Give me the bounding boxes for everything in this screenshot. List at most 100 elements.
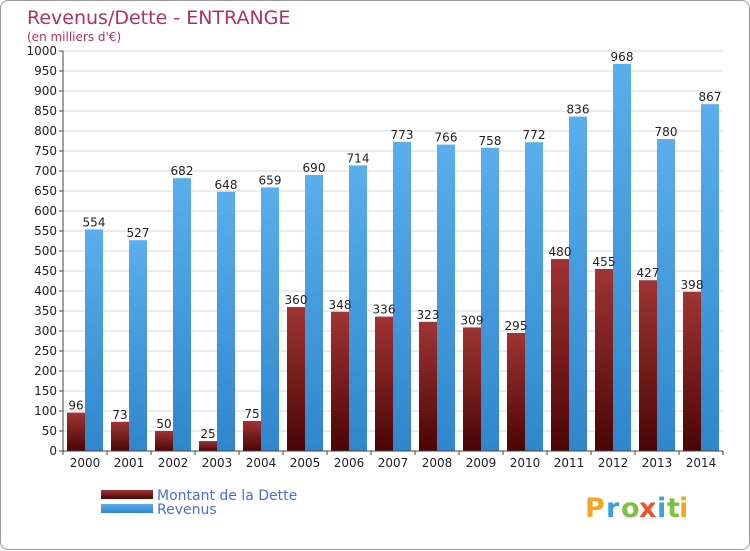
y-tick-label: 150 <box>34 384 57 398</box>
debt-value-label: 360 <box>285 293 308 307</box>
debt-bar <box>463 327 481 451</box>
revenue-value-label: 648 <box>215 178 238 192</box>
logo-letter: t <box>667 493 680 524</box>
debt-value-label: 96 <box>68 399 83 413</box>
revenue-value-label: 968 <box>611 50 634 64</box>
debt-value-label: 427 <box>637 266 660 280</box>
revenue-value-label: 714 <box>347 151 370 165</box>
x-axis-ticks: 2000 2001 2002 2003 2004 2005 2006 2007 2008 2009… <box>62 451 724 470</box>
x-tick-label: 2007 <box>378 456 409 470</box>
chart-subtitle: (en milliers d'€) <box>27 30 121 44</box>
y-tick-label: 700 <box>34 164 57 178</box>
y-tick-label: 850 <box>34 104 57 118</box>
revenue-value-label: 682 <box>171 164 194 178</box>
legend-label-debt: Montant de la Dette <box>157 488 297 504</box>
debt-value-label: 309 <box>461 313 484 327</box>
revenue-value-label: 836 <box>567 103 590 117</box>
legend: Montant de la Dette Revenus <box>101 488 297 518</box>
debt-bar <box>639 280 657 451</box>
logo-letter: r <box>606 493 620 524</box>
logo-letter: x <box>639 493 656 524</box>
debt-value-label: 73 <box>112 408 127 422</box>
revenue-bar <box>85 229 103 451</box>
x-tick-label: 2013 <box>642 456 673 470</box>
debt-value-label: 398 <box>681 278 704 292</box>
revenue-bar <box>437 144 455 451</box>
legend-swatch-debt <box>101 490 153 499</box>
debt-bar <box>287 307 305 451</box>
revenue-value-label: 758 <box>479 134 502 148</box>
debt-bar <box>683 291 701 451</box>
revenue-bar <box>481 147 499 452</box>
x-tick-label: 2009 <box>466 456 497 470</box>
logo-letter: i <box>679 493 688 524</box>
bars <box>67 63 719 452</box>
revenue-bar <box>393 141 411 452</box>
x-tick-label: 2001 <box>114 456 145 470</box>
debt-bar <box>595 269 613 451</box>
revenue-bar <box>129 240 147 451</box>
debt-value-label: 348 <box>329 298 352 312</box>
x-tick-label: 2003 <box>202 456 233 470</box>
x-tick-label: 2011 <box>554 456 585 470</box>
y-tick-label: 300 <box>34 324 57 338</box>
revenue-bar <box>173 178 191 451</box>
x-tick-label: 2014 <box>686 456 717 470</box>
y-tick-label: 250 <box>34 344 57 358</box>
logo-letter: o <box>621 493 640 524</box>
debt-bar <box>507 333 525 451</box>
revenue-value-label: 773 <box>391 128 414 142</box>
y-axis-ticks: 0 50 100 150 200 250 300 350 400 450 500 550 600 650 7… <box>26 44 63 458</box>
y-tick-label: 900 <box>34 84 57 98</box>
chart-title: Revenus/Dette - ENTRANGE <box>27 7 290 29</box>
revenue-bar <box>701 104 719 451</box>
debt-value-label: 75 <box>244 407 259 421</box>
debt-value-label: 323 <box>417 308 440 322</box>
debt-bar <box>375 316 393 451</box>
y-tick-label: 650 <box>34 184 57 198</box>
y-tick-label: 0 <box>49 444 57 458</box>
y-tick-label: 800 <box>34 124 57 138</box>
debt-bar <box>331 311 349 451</box>
x-tick-label: 2012 <box>598 456 629 470</box>
revenue-bar <box>613 63 631 452</box>
debt-bar <box>419 321 437 451</box>
x-tick-label: 2000 <box>70 456 101 470</box>
y-tick-label: 500 <box>34 244 57 258</box>
x-tick-label: 2008 <box>422 456 453 470</box>
revenue-bar <box>217 191 235 452</box>
debt-value-label: 50 <box>156 417 171 431</box>
y-tick-label: 1000 <box>26 44 57 58</box>
debt-value-label: 455 <box>593 255 616 269</box>
revenue-value-label: 527 <box>127 226 150 240</box>
revenue-value-label: 780 <box>655 125 678 139</box>
value-labels: 96 554 73 527 50 682 25 648 75 659 360 690 348 714 336… <box>68 50 721 441</box>
revenue-value-label: 554 <box>83 215 106 229</box>
x-tick-label: 2010 <box>510 456 541 470</box>
revenue-bar <box>305 175 323 451</box>
debt-bar <box>111 421 129 451</box>
logo-letter: P <box>585 493 605 524</box>
revenue-value-label: 690 <box>303 161 326 175</box>
y-tick-label: 600 <box>34 204 57 218</box>
y-tick-label: 450 <box>34 264 57 278</box>
revenue-value-label: 867 <box>699 90 722 104</box>
revenue-value-label: 772 <box>523 128 546 142</box>
revenue-value-label: 659 <box>259 173 282 187</box>
x-tick-label: 2002 <box>158 456 189 470</box>
y-tick-label: 200 <box>34 364 57 378</box>
debt-value-label: 25 <box>200 427 215 441</box>
revenue-value-label: 766 <box>435 131 458 145</box>
x-tick-label: 2006 <box>334 456 365 470</box>
legend-label-revenue: Revenus <box>157 502 217 518</box>
y-tick-label: 950 <box>34 64 57 78</box>
y-tick-label: 100 <box>34 404 57 418</box>
revenue-bar <box>525 142 543 451</box>
debt-value-label: 295 <box>505 319 528 333</box>
revenue-bar <box>657 139 675 451</box>
debt-value-label: 336 <box>373 303 396 317</box>
revenue-bar <box>569 116 587 451</box>
debt-value-label: 480 <box>549 245 572 259</box>
